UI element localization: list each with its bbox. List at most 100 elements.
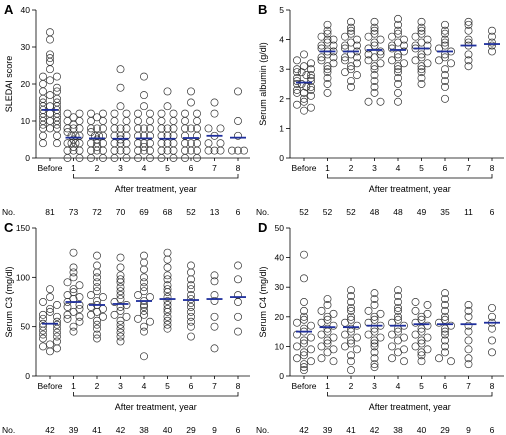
data-point bbox=[87, 117, 95, 125]
data-point bbox=[370, 342, 379, 351]
data-point bbox=[417, 17, 426, 26]
data-point bbox=[435, 56, 443, 65]
x-tick-label: 3 bbox=[118, 163, 123, 173]
data-point bbox=[307, 71, 315, 80]
data-point bbox=[300, 366, 308, 375]
data-point bbox=[228, 146, 236, 155]
data-point bbox=[411, 298, 420, 306]
data-point bbox=[163, 304, 172, 313]
data-point bbox=[69, 124, 78, 133]
data-point bbox=[169, 154, 178, 162]
x-tick-label: 6 bbox=[443, 381, 448, 391]
panel-letter: B bbox=[258, 2, 267, 17]
data-point bbox=[417, 312, 426, 321]
data-point bbox=[464, 336, 473, 345]
data-point bbox=[394, 80, 402, 88]
data-point bbox=[63, 124, 72, 133]
data-point bbox=[234, 261, 242, 270]
x-tick-label: 7 bbox=[466, 163, 471, 173]
group-bracket bbox=[327, 392, 493, 397]
data-point bbox=[87, 302, 95, 311]
data-point bbox=[347, 303, 355, 312]
x-tick-label: 7 bbox=[212, 163, 217, 173]
data-point bbox=[75, 154, 84, 162]
data-point bbox=[181, 109, 189, 118]
data-point bbox=[46, 347, 54, 356]
data-point bbox=[300, 336, 308, 345]
data-point bbox=[370, 312, 379, 321]
y-tick-label: 20 bbox=[21, 79, 31, 89]
data-point bbox=[370, 26, 379, 35]
data-point bbox=[116, 337, 125, 346]
data-point bbox=[417, 65, 426, 74]
data-point bbox=[370, 83, 379, 91]
data-point bbox=[93, 113, 101, 122]
data-point bbox=[323, 62, 332, 71]
data-point bbox=[353, 41, 361, 50]
data-point bbox=[323, 88, 332, 97]
data-point bbox=[39, 72, 47, 81]
data-point bbox=[187, 302, 195, 311]
data-point bbox=[39, 298, 47, 306]
group-bracket bbox=[73, 174, 239, 179]
data-point bbox=[187, 317, 195, 326]
data-point bbox=[441, 77, 449, 85]
data-point bbox=[210, 271, 219, 280]
data-point bbox=[116, 316, 125, 325]
data-point bbox=[204, 146, 213, 155]
data-point bbox=[181, 117, 189, 125]
data-point bbox=[39, 87, 47, 96]
data-point bbox=[488, 348, 496, 357]
data-point bbox=[394, 26, 402, 35]
count-value: 52 bbox=[323, 207, 333, 217]
data-point bbox=[140, 278, 148, 287]
data-point bbox=[116, 65, 125, 74]
data-point bbox=[187, 261, 195, 270]
data-point bbox=[93, 124, 101, 133]
data-point bbox=[53, 324, 61, 333]
data-point bbox=[163, 255, 172, 264]
count-value: 6 bbox=[236, 425, 241, 435]
data-point bbox=[394, 14, 402, 23]
data-point bbox=[300, 298, 308, 306]
data-point bbox=[122, 301, 131, 309]
data-point bbox=[388, 342, 396, 351]
data-point bbox=[122, 154, 131, 162]
data-point bbox=[417, 336, 426, 345]
data-point bbox=[300, 315, 308, 324]
data-point bbox=[163, 293, 172, 302]
data-point bbox=[140, 322, 148, 331]
data-point bbox=[163, 263, 172, 272]
data-point bbox=[240, 146, 248, 155]
data-point bbox=[293, 65, 301, 74]
data-point bbox=[347, 298, 355, 306]
panel-letter: A bbox=[4, 2, 14, 17]
data-point bbox=[187, 285, 195, 294]
count-value: 40 bbox=[417, 425, 427, 435]
x-tick-label: 3 bbox=[372, 163, 377, 173]
data-point bbox=[187, 312, 195, 321]
x-tick-label: 5 bbox=[419, 381, 424, 391]
data-point bbox=[323, 324, 332, 333]
data-point bbox=[464, 26, 473, 35]
data-point bbox=[441, 94, 449, 103]
data-point bbox=[93, 146, 101, 155]
y-tick-label: 50 bbox=[21, 322, 31, 332]
data-point bbox=[307, 345, 315, 354]
data-point bbox=[300, 348, 308, 357]
data-point bbox=[210, 109, 219, 118]
data-point bbox=[53, 139, 61, 148]
data-point bbox=[39, 330, 47, 339]
x-tick-label: 2 bbox=[349, 381, 354, 391]
data-point bbox=[46, 307, 54, 316]
data-point bbox=[216, 124, 225, 133]
count-value: 29 bbox=[186, 425, 196, 435]
count-value: 48 bbox=[393, 207, 403, 217]
data-point bbox=[53, 332, 61, 341]
data-point bbox=[46, 35, 54, 44]
data-point bbox=[53, 131, 61, 140]
group-label: After treatment, year bbox=[115, 402, 197, 412]
data-point bbox=[300, 306, 308, 315]
data-point bbox=[464, 312, 473, 321]
